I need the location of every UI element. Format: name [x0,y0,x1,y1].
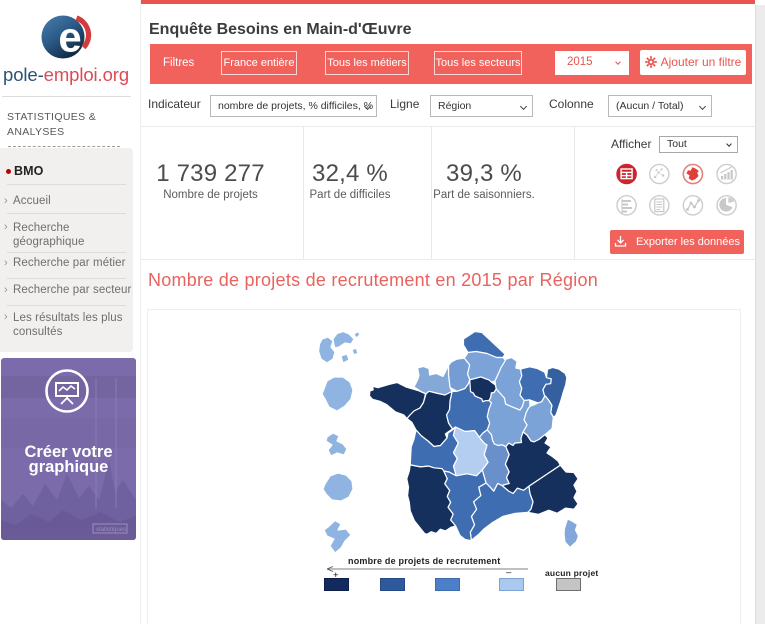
svg-text:e: e [58,14,81,61]
svg-text:statistiques: statistiques [96,527,126,533]
